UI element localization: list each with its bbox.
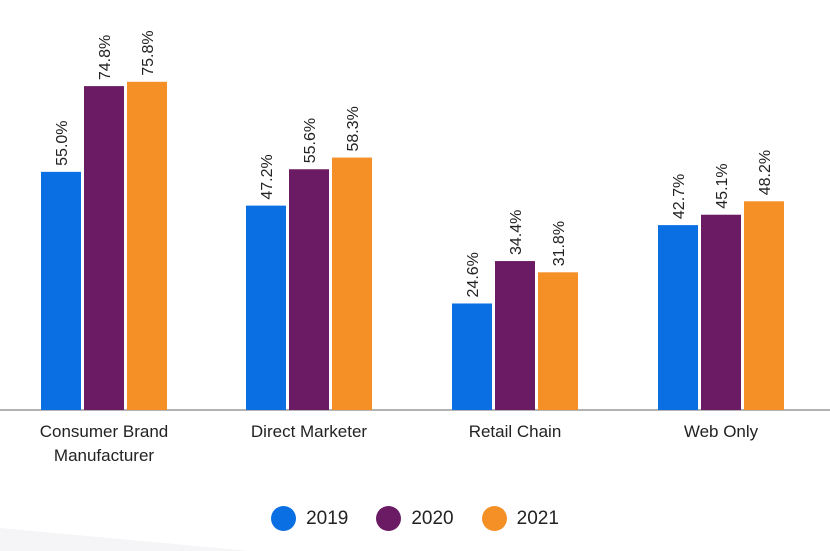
bar-2020-cat1 bbox=[289, 169, 329, 410]
legend-label-2019: 2019 bbox=[306, 507, 349, 529]
value-label-2020-cat2: 34.4% bbox=[508, 210, 525, 255]
category-label-0-line0: Consumer Brand bbox=[40, 422, 169, 441]
value-label-2019-cat1: 47.2% bbox=[259, 154, 276, 199]
bar-2021-cat1 bbox=[332, 157, 372, 410]
value-label-2021-cat0: 75.8% bbox=[140, 30, 157, 75]
bar-2019-cat1 bbox=[246, 205, 286, 410]
bar-2021-cat0 bbox=[127, 81, 167, 410]
bar-2020-cat3 bbox=[701, 214, 741, 410]
bar-2019-cat2 bbox=[452, 303, 492, 410]
legend-swatch-2020 bbox=[376, 506, 402, 531]
bars-group bbox=[41, 81, 784, 410]
bar-2021-cat3 bbox=[744, 201, 784, 410]
category-label-2-line0: Retail Chain bbox=[469, 422, 562, 441]
value-label-2019-cat3: 42.7% bbox=[671, 174, 688, 219]
value-label-2021-cat2: 31.8% bbox=[551, 221, 568, 266]
category-label-1-line0: Direct Marketer bbox=[251, 422, 368, 441]
bar-2020-cat0 bbox=[84, 86, 124, 410]
category-label-3-line0: Web Only bbox=[684, 422, 759, 441]
bar-2020-cat2 bbox=[495, 261, 535, 410]
value-label-2021-cat3: 48.2% bbox=[757, 150, 774, 195]
legend-label-2020: 2020 bbox=[411, 507, 454, 529]
category-label-0-line1: Manufacturer bbox=[54, 446, 154, 465]
value-label-2020-cat3: 45.1% bbox=[714, 163, 731, 208]
value-labels-group: 55.0% 47.2% 24.6% 42.7% 74.8% 55.6% 34.4% 45.1%… bbox=[54, 30, 774, 297]
bar-2019-cat3 bbox=[658, 225, 698, 410]
legend: 2019 2020 2021 bbox=[0, 506, 830, 531]
value-label-2019-cat0: 55.0% bbox=[54, 120, 71, 165]
legend-item-2020[interactable]: 2020 bbox=[376, 506, 454, 531]
value-label-2020-cat1: 55.6% bbox=[302, 118, 319, 163]
value-label-2019-cat2: 24.6% bbox=[465, 252, 482, 297]
bar-2021-cat2 bbox=[538, 272, 578, 410]
bar-2019-cat0 bbox=[41, 171, 81, 410]
legend-item-2019[interactable]: 2019 bbox=[271, 506, 348, 531]
legend-label-2021: 2021 bbox=[516, 507, 559, 529]
legend-swatch-2021 bbox=[481, 506, 507, 531]
value-label-2020-cat0: 74.8% bbox=[97, 35, 114, 80]
legend-item-2021[interactable]: 2021 bbox=[481, 506, 559, 531]
value-label-2021-cat1: 58.3% bbox=[345, 106, 362, 151]
category-labels-group: Consumer Brand Manufacturer Direct Markete… bbox=[40, 422, 759, 465]
legend-swatch-2019 bbox=[271, 506, 297, 531]
